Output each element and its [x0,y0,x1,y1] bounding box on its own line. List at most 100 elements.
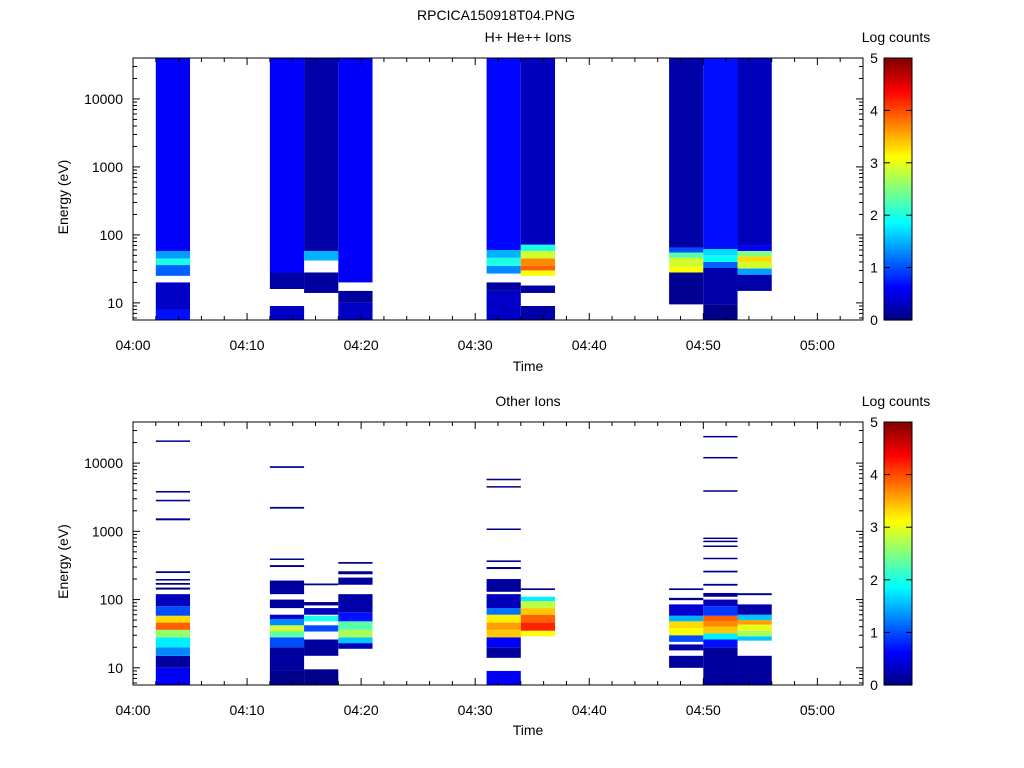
heatmap-cell [486,290,521,320]
heatmap-cell [155,587,191,590]
colorbar-cell [884,157,912,161]
colorbar-cell [884,178,912,182]
heatmap-cell [703,540,738,543]
heatmap-cell [155,582,191,585]
colorbar-cell [884,429,912,434]
colorbar-cell [884,619,912,623]
heatmap-cell [703,592,738,597]
heatmap-cell [486,560,521,563]
colorbar-cell [884,209,912,214]
heatmap-cell [486,608,521,615]
colorbar-cell [884,312,912,316]
colorbar-cell [884,296,912,300]
heatmap-cell [703,570,738,573]
colorbar-cell [884,616,912,620]
colorbar-cell [884,251,912,256]
heatmap-cell [269,647,305,671]
colorbar-cell [884,519,912,523]
colorbar-cell [884,592,912,597]
heatmap-cell [520,622,556,631]
heatmap-cell [338,643,373,649]
colorbar-cell [884,301,912,305]
heatmap-cell [737,624,772,631]
heatmap-cell [269,631,305,638]
colorbar-tick-label: 3 [870,519,878,535]
colorbar-cell [884,645,912,649]
colorbar-cell [884,542,912,547]
heatmap-cell [155,490,191,493]
colorbar-cell [884,545,912,549]
heatmap-cell [155,622,191,630]
heatmap-cell [669,252,704,258]
heatmap-cell [155,265,191,276]
colorbar-cell [884,120,912,125]
colorbar: 0 1 2 3 4 5 Log counts [862,29,931,328]
colorbar-tick-label: 4 [870,102,878,118]
heatmap-cell [520,285,556,293]
y-axis-label: Energy (eV) [55,524,71,599]
y-axis-label: Energy (eV) [55,160,71,235]
colorbar-cell [884,149,912,153]
colorbar-cell [884,527,912,531]
y-tick-label: 10 [107,660,123,676]
colorbar-cell [884,139,912,143]
colorbar-cell [884,186,912,190]
colorbar-tick-label: 5 [870,50,878,66]
colorbar-cell [884,257,912,261]
heatmap-cell [703,621,738,627]
heatmap-cell [703,606,738,616]
x-tick-label: 05:00 [800,702,835,718]
heatmap-cell [304,602,339,606]
colorbar-cell [884,564,912,568]
heatmap-cell [269,466,305,468]
heatmap-cell [669,58,704,248]
heatmap-cell [520,601,556,609]
heatmap-cell [269,305,305,320]
colorbar-cell [884,598,912,602]
heatmap-cell [520,305,556,320]
colorbar-cell [884,469,912,473]
heatmap-cell [486,282,521,291]
heatmap-cell [520,588,556,591]
x-tick-label: 04:50 [686,702,721,718]
heatmap-cell [737,593,772,596]
heatmap-cell [155,518,191,521]
colorbar-cell [884,236,912,240]
heatmap-cell [304,669,339,685]
heatmap-cell [155,579,191,581]
colorbar-cell [884,579,912,584]
colorbar-cell [884,105,912,109]
colorbar-cell [884,262,912,266]
colorbar-cell [884,577,912,581]
heatmap-cell [269,614,305,619]
heatmap-cell [338,290,373,303]
heatmap-cell [338,594,373,613]
y-tick-label: 1000 [92,523,123,539]
heatmap-cell [155,282,191,310]
colorbar-cell [884,78,912,83]
colorbar-cell [884,608,912,612]
colorbar-cell [884,503,912,507]
colorbar-cell [884,270,912,274]
colorbar-cell [884,587,912,591]
heatmap-cell [703,267,738,305]
colorbar-cell [884,535,912,539]
colorbar-cell [884,217,912,222]
colorbar-cell [884,669,912,673]
x-tick-label: 04:40 [572,337,607,353]
heatmap-cell [520,244,556,251]
heatmap-cell [669,644,704,651]
heatmap-cell [520,58,556,245]
colorbar-cell [884,650,912,655]
colorbar-cell [884,663,912,668]
heatmap-cell [669,257,704,267]
x-axis-label: Time [513,722,544,738]
heatmap-cell [737,274,772,291]
colorbar-cell [884,658,912,662]
heatmap-cell [737,256,772,262]
colorbar-cell [884,299,912,303]
heatmap-cell [304,615,339,622]
colorbar-cell [884,278,912,282]
heatmap-cell [338,637,373,644]
heatmap-cell [486,257,521,266]
